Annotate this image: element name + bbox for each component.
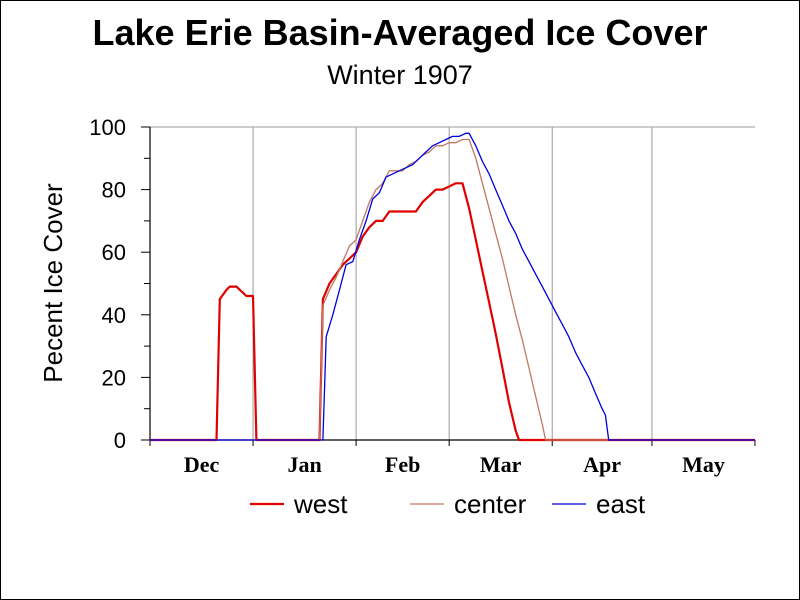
label-layer: 0 20 40 60 80 100 Dec Jan Feb Mar Apr May bbox=[89, 115, 725, 477]
series-line-east bbox=[150, 132, 755, 441]
series-layer bbox=[150, 132, 755, 442]
y-tick-label-0: 0 bbox=[114, 428, 126, 453]
y-tick-label-100: 100 bbox=[89, 115, 126, 140]
y-tick-label-20: 20 bbox=[102, 365, 126, 390]
legend-label-west: west bbox=[293, 489, 348, 519]
month-label-mar: Mar bbox=[480, 452, 522, 477]
y-tick-label-80: 80 bbox=[102, 178, 126, 203]
legend: west center east bbox=[250, 489, 646, 519]
month-label-jan: Jan bbox=[287, 452, 321, 477]
grid-layer bbox=[150, 126, 755, 440]
month-label-feb: Feb bbox=[385, 452, 420, 477]
y-tick-label-40: 40 bbox=[102, 303, 126, 328]
month-label-may: May bbox=[682, 452, 725, 477]
chart-title: Lake Erie Basin-Averaged Ice Cover bbox=[92, 12, 708, 53]
y-tick-label-60: 60 bbox=[102, 240, 126, 265]
legend-label-center: center bbox=[454, 489, 527, 519]
chart-subtitle: Winter 1907 bbox=[327, 60, 473, 90]
month-label-dec: Dec bbox=[184, 452, 220, 477]
series-line-west bbox=[150, 182, 755, 442]
series-line-center bbox=[150, 138, 755, 441]
legend-label-east: east bbox=[596, 489, 646, 519]
y-axis-title: Pecent Ice Cover bbox=[38, 183, 68, 383]
month-label-apr: Apr bbox=[583, 452, 621, 477]
